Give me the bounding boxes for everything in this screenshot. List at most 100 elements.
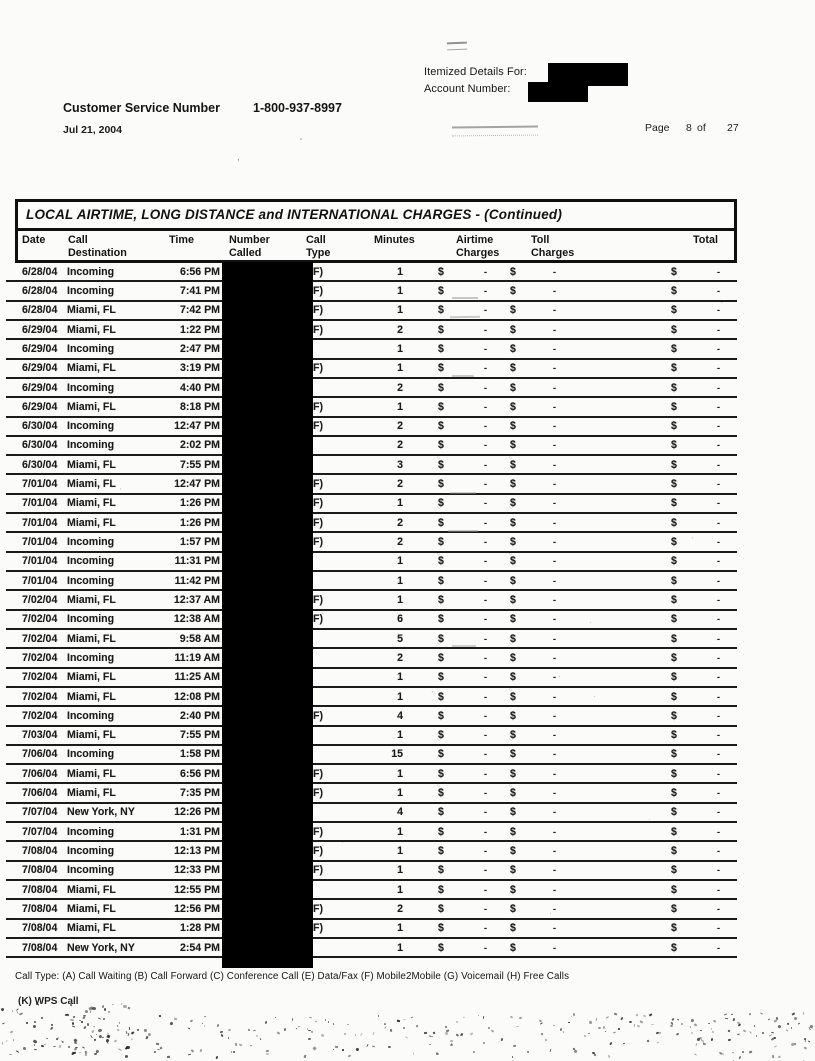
call-type-cell: F)	[313, 767, 323, 780]
destination-cell: Incoming	[67, 419, 115, 432]
empty-amount-dash: -	[484, 691, 487, 702]
empty-amount-dash: -	[553, 884, 556, 895]
currency-symbol: $	[510, 439, 516, 452]
time-cell: 12:13 PM	[174, 844, 220, 857]
empty-amount-dash: -	[717, 942, 720, 953]
empty-amount-dash: -	[553, 498, 556, 509]
currency-symbol: $	[510, 806, 516, 819]
minutes-cell: 1	[397, 342, 403, 355]
empty-amount-dash: -	[484, 884, 487, 895]
destination-cell: Incoming	[67, 555, 115, 568]
call-type-cell: F)	[313, 922, 323, 935]
total-charge-cell: $ -	[671, 265, 720, 277]
airtime-charge-cell: $ -	[438, 555, 487, 567]
date-cell: 7/02/04	[22, 690, 58, 703]
empty-amount-dash: -	[553, 768, 556, 779]
time-cell: 7:55 PM	[179, 728, 220, 741]
currency-symbol: $	[671, 825, 677, 838]
empty-amount-dash: -	[717, 498, 720, 509]
empty-amount-dash: -	[484, 633, 487, 644]
currency-symbol: $	[438, 825, 444, 838]
currency-symbol: $	[438, 728, 444, 741]
currency-symbol: $	[671, 419, 677, 432]
currency-symbol: $	[671, 361, 677, 374]
empty-amount-dash: -	[553, 556, 556, 567]
time-cell: 12:55 PM	[174, 883, 220, 896]
airtime-charge-cell: $ -	[438, 710, 487, 722]
time-cell: 7:41 PM	[179, 284, 220, 297]
time-cell: 1:26 PM	[179, 497, 220, 510]
currency-symbol: $	[671, 497, 677, 510]
toll-charge-cell: $ -	[510, 343, 556, 355]
call-type-cell: F)	[313, 825, 323, 838]
destination-cell: Miami, FL	[67, 361, 116, 374]
call-detail-row: 7/08/04 Miami, FL 12:56 PM F) 2 $ - $ - $ -	[6, 900, 737, 920]
time-cell: 12:38 AM	[173, 613, 220, 626]
destination-cell: Miami, FL	[67, 767, 116, 780]
empty-amount-dash: -	[717, 343, 720, 354]
toll-charge-cell: $ -	[510, 632, 556, 644]
call-detail-row: 7/08/04 New York, NY 2:54 PM 1 $ - $ - $ -	[6, 939, 737, 959]
total-charge-cell: $ -	[671, 343, 720, 355]
empty-amount-dash: -	[484, 556, 487, 567]
empty-amount-dash: -	[717, 923, 720, 934]
currency-symbol: $	[438, 941, 444, 954]
airtime-charge-cell: $ -	[438, 381, 487, 393]
empty-amount-dash: -	[484, 362, 487, 373]
time-cell: 12:47 PM	[174, 477, 220, 490]
date-cell: 6/29/04	[22, 323, 58, 336]
call-type-cell: F)	[313, 709, 323, 722]
page-current: 8	[686, 122, 692, 134]
currency-symbol: $	[671, 709, 677, 722]
currency-symbol: $	[671, 593, 677, 606]
scan-speck: '	[300, 137, 302, 148]
currency-symbol: $	[510, 883, 516, 896]
time-cell: 2:54 PM	[179, 941, 220, 954]
currency-symbol: $	[438, 439, 444, 452]
toll-charge-cell: $ -	[510, 806, 556, 818]
destination-cell: New York, NY	[67, 941, 135, 954]
minutes-cell: 2	[397, 323, 403, 336]
airtime-charge-cell: $ -	[438, 362, 487, 374]
currency-symbol: $	[438, 342, 444, 355]
minutes-cell: 2	[397, 381, 403, 394]
currency-symbol: $	[510, 844, 516, 857]
total-charge-cell: $ -	[671, 768, 720, 780]
minutes-cell: 1	[397, 767, 403, 780]
minutes-cell: 1	[397, 574, 403, 587]
currency-symbol: $	[671, 342, 677, 355]
empty-amount-dash: -	[553, 826, 556, 837]
minutes-cell: 2	[397, 902, 403, 915]
call-type-cell: F)	[313, 902, 323, 915]
empty-amount-dash: -	[717, 710, 720, 721]
empty-amount-dash: -	[553, 652, 556, 663]
currency-symbol: $	[510, 613, 516, 626]
destination-cell: Incoming	[67, 825, 115, 838]
minutes-cell: 5	[397, 632, 403, 645]
time-cell: 11:25 AM	[174, 670, 220, 683]
call-type-cell: F)	[313, 786, 323, 799]
currency-symbol: $	[671, 902, 677, 915]
customer-service-number: 1-800-937-8997	[253, 101, 342, 115]
call-detail-row: 6/28/04 Incoming 6:56 PM F) 1 $ - $ - $ -	[6, 263, 737, 283]
call-detail-row: 6/29/04 Incoming 2:47 PM 1 $ - $ - $ -	[6, 340, 737, 360]
empty-amount-dash: -	[717, 556, 720, 567]
currency-symbol: $	[671, 265, 677, 278]
toll-charge-cell: $ -	[510, 671, 556, 683]
currency-symbol: $	[438, 786, 444, 799]
call-detail-row: 7/02/04 Miami, FL 12:37 AM F) 1 $ - $ - $ -	[6, 591, 737, 611]
call-detail-row: 7/07/04 Incoming 1:31 PM F) 1 $ - $ - $ -	[6, 823, 737, 843]
total-charge-cell: $ -	[671, 690, 720, 702]
currency-symbol: $	[671, 806, 677, 819]
destination-cell: Miami, FL	[67, 400, 116, 413]
airtime-charge-cell: $ -	[438, 304, 487, 316]
empty-amount-dash: -	[484, 285, 487, 296]
empty-amount-dash: -	[484, 749, 487, 760]
minutes-cell: 4	[397, 806, 403, 819]
call-type-legend: Call Type: (A) Call Waiting (B) Call For…	[15, 971, 570, 982]
airtime-charge-cell: $ -	[438, 941, 487, 953]
date-cell: 7/02/04	[22, 632, 58, 645]
empty-amount-dash: -	[553, 382, 556, 393]
column-header-toll-charges: Toll Charges	[531, 234, 575, 259]
total-charge-cell: $ -	[671, 941, 720, 953]
